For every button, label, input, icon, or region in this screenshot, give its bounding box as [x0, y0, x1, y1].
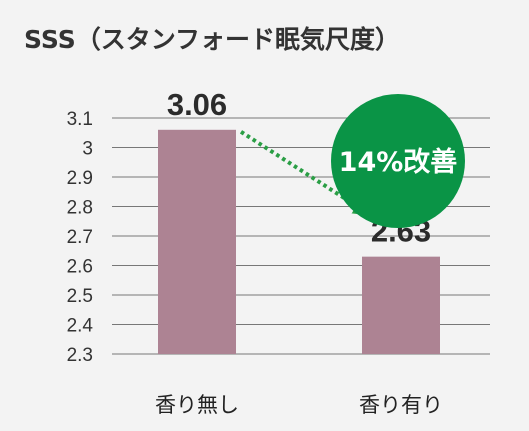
y-tick-label: 2.6	[67, 257, 93, 278]
y-tick-label: 2.5	[67, 286, 93, 307]
y-tick-label: 3.1	[67, 109, 93, 130]
bars	[158, 129, 440, 354]
value-label: 3.06	[167, 87, 227, 122]
improvement-badge: 14%改善	[331, 94, 465, 228]
y-tick-label: 2.7	[67, 227, 93, 248]
y-tick-label: 2.8	[67, 198, 93, 219]
badge-label: 14%改善	[339, 146, 458, 178]
y-tick-label: 2.9	[67, 168, 93, 189]
y-tick-label: 3	[82, 139, 93, 160]
y-tick-label: 2.4	[67, 316, 94, 337]
chart-title: SSS（スタンフォード眠気尺度）	[24, 25, 400, 54]
x-category-label: 香り有り	[359, 393, 443, 417]
y-axis-ticks: 2.3 2.4 2.5 2.6 2.7 2.8 2.9 3 3.1	[67, 109, 94, 366]
bar	[362, 256, 440, 354]
y-tick-label: 2.3	[67, 345, 93, 366]
x-category-label: 香り無し	[155, 393, 239, 417]
bar	[158, 129, 236, 354]
category-labels: 香り無し 香り有り	[155, 393, 443, 417]
badge-circle	[331, 94, 465, 228]
